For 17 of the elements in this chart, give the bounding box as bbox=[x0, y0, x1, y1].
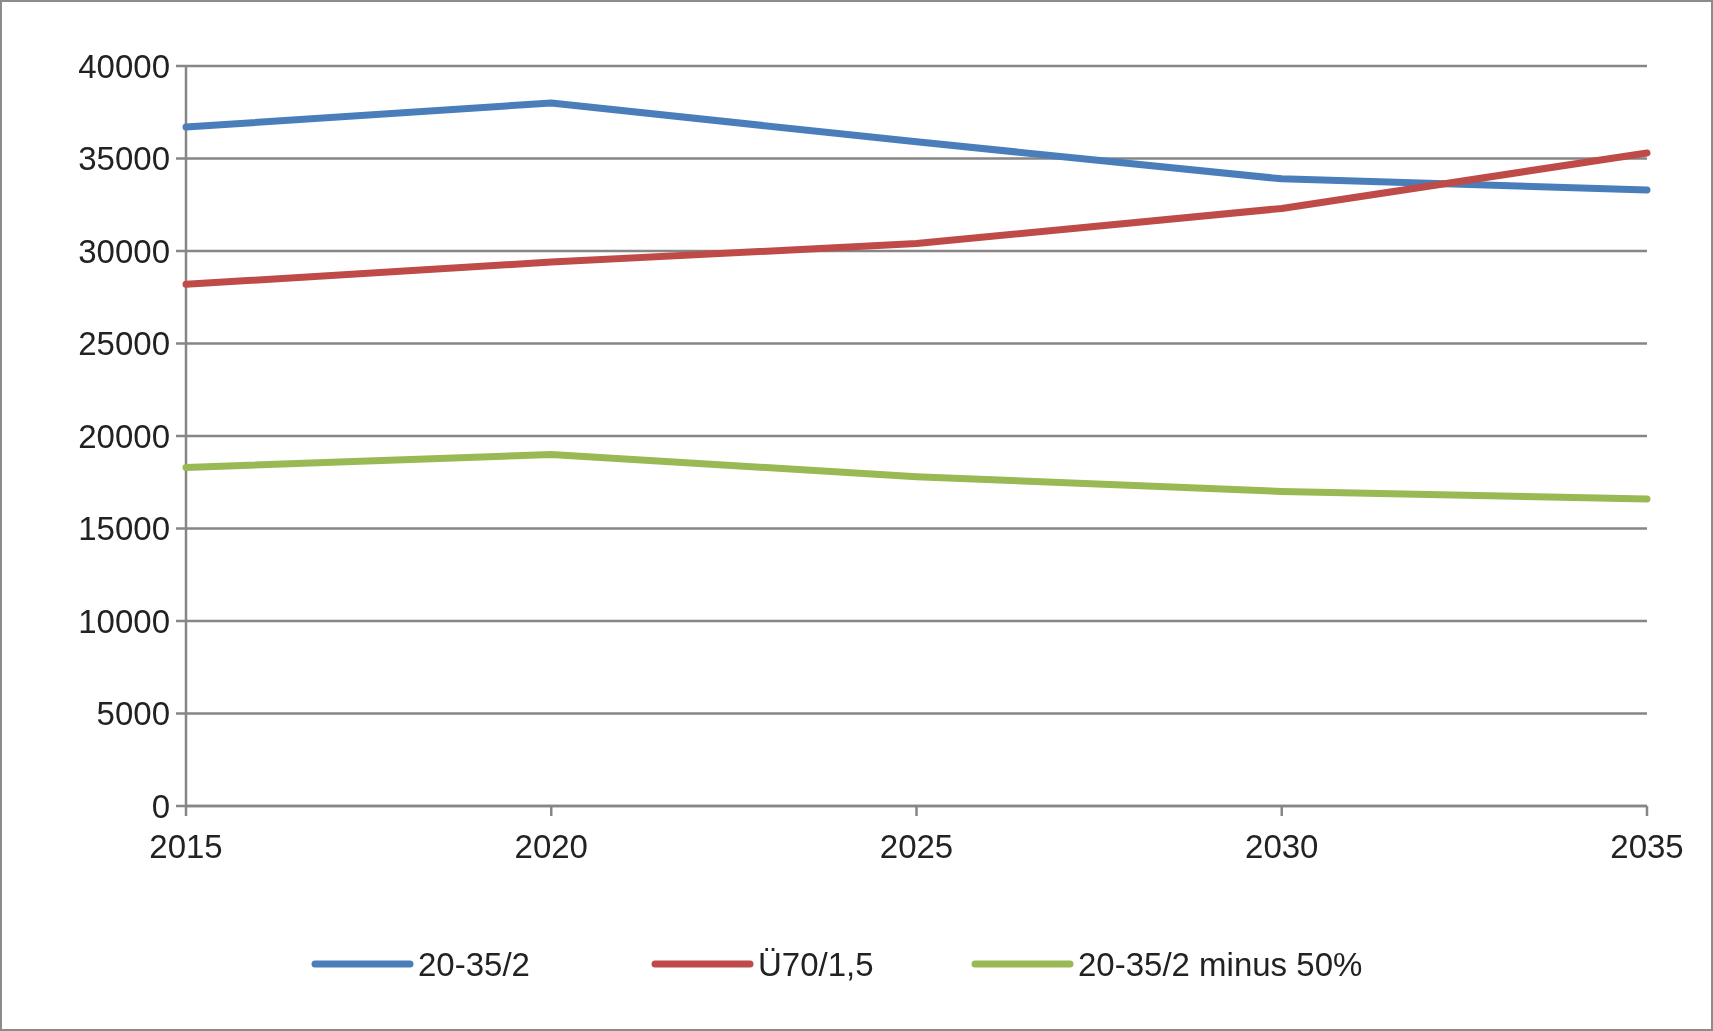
legend-label: 20-35/2 bbox=[418, 945, 530, 983]
y-tick-label: 5000 bbox=[96, 695, 170, 733]
y-tick-label: 35000 bbox=[78, 140, 170, 178]
y-tick-label: 15000 bbox=[78, 510, 170, 548]
x-tick-label: 2035 bbox=[1610, 828, 1684, 865]
x-tick-label: 2015 bbox=[149, 828, 223, 865]
x-tick-label: 2020 bbox=[514, 828, 588, 865]
y-tick-label: 20000 bbox=[78, 417, 170, 455]
legend-label: Ü70/1,5 bbox=[758, 945, 874, 983]
x-tick-label: 2025 bbox=[879, 828, 954, 865]
x-tick-label: 2030 bbox=[1245, 828, 1319, 865]
y-tick-label: 10000 bbox=[78, 602, 170, 640]
legend-label: 20-35/2 minus 50% bbox=[1078, 945, 1363, 983]
y-tick-label: 30000 bbox=[78, 232, 170, 270]
y-tick-label: 25000 bbox=[78, 325, 170, 363]
y-tick-label: 40000 bbox=[78, 47, 170, 85]
y-tick-label: 0 bbox=[151, 787, 170, 825]
